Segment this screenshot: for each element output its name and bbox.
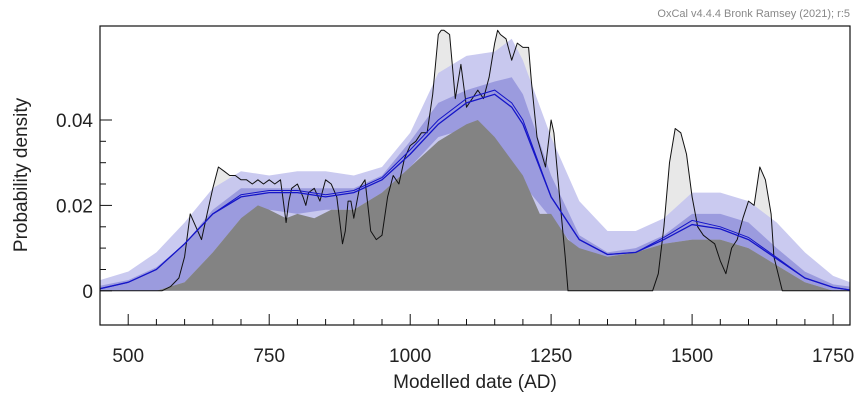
plot-frame bbox=[99, 25, 851, 326]
software-credit: OxCal v4.4.4 Bronk Ramsey (2021); r:5 bbox=[657, 8, 850, 20]
mean-kde-line-a bbox=[100, 93, 850, 291]
x-tick-label: 1750 bbox=[812, 346, 854, 367]
x-tick-label: 1500 bbox=[671, 346, 713, 367]
raw-kde-line bbox=[100, 29, 850, 292]
model-kde-fill bbox=[100, 120, 850, 291]
y-axis-title: Probability density bbox=[11, 97, 32, 252]
mean-kde-line-b bbox=[100, 89, 850, 291]
x-tick-label: 1000 bbox=[389, 346, 431, 367]
x-tick-label: 750 bbox=[253, 346, 285, 367]
x-tick-label: 1250 bbox=[530, 346, 572, 367]
y-tick-label: 0.02 bbox=[56, 196, 93, 217]
x-axis-title: Modelled date (AD) bbox=[393, 372, 557, 393]
y-tick-label: 0 bbox=[82, 282, 93, 303]
y-tick-label: 0.04 bbox=[56, 111, 93, 132]
x-tick-label: 500 bbox=[112, 346, 144, 367]
